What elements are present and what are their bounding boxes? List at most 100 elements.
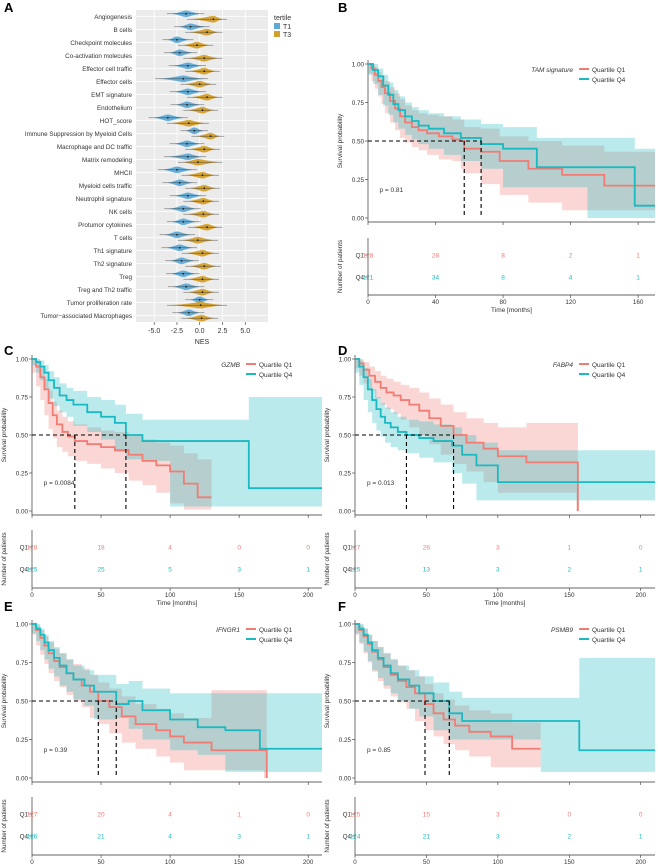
risk-count: 1 bbox=[567, 545, 571, 552]
category-label: HOT_score bbox=[100, 118, 133, 125]
y-tick-label: 0.75 bbox=[16, 660, 29, 667]
median-point-t3 bbox=[201, 252, 204, 255]
median-point-t3 bbox=[201, 109, 204, 112]
y-axis-title: Survival probability bbox=[324, 673, 331, 728]
median-point-t1 bbox=[182, 220, 185, 223]
category-label: Matrix remodeling bbox=[82, 157, 133, 164]
median-point-t3 bbox=[203, 187, 206, 190]
panel-a: A -5.0 -2.5 0.0 2.5 5.0 NES Angiogenesis B cells… bbox=[4, 0, 291, 346]
median-point-t3 bbox=[206, 226, 208, 229]
median-point-t3 bbox=[201, 278, 204, 281]
x-tick-label: 100 bbox=[493, 592, 504, 599]
median-point-t3 bbox=[203, 148, 206, 151]
x-axis-title: Time [months] bbox=[485, 600, 526, 607]
risk-count: 0 bbox=[639, 545, 643, 552]
median-point-t3 bbox=[201, 291, 204, 294]
median-point-t3 bbox=[198, 83, 201, 86]
risk-count: 20 bbox=[97, 812, 105, 819]
risk-count: 3 bbox=[237, 567, 241, 574]
y-tick-label: 0.75 bbox=[339, 660, 352, 667]
risk-count: 2 bbox=[567, 567, 571, 574]
median-point-t3 bbox=[209, 135, 212, 138]
legend-label: Quartile Q1 bbox=[259, 627, 293, 634]
risk-count: 18 bbox=[97, 545, 105, 552]
legend-key-t1 bbox=[274, 23, 280, 29]
median-point-t1 bbox=[198, 298, 201, 301]
category-label: Immune Suppression by Myeloid Cells bbox=[25, 131, 132, 138]
risk-row-label: Q4 bbox=[343, 834, 352, 841]
median-point-t1 bbox=[185, 285, 187, 288]
category-label: B cells bbox=[113, 27, 132, 34]
median-point-t1 bbox=[182, 77, 185, 80]
x-tick-label: 5.0 bbox=[240, 328, 250, 335]
category-label: Effector cell traffic bbox=[82, 66, 132, 73]
x-tick-label: 80 bbox=[500, 299, 508, 306]
gene-label: IFNGR1 bbox=[216, 627, 240, 634]
median-point-t3 bbox=[197, 239, 199, 242]
median-point-t1 bbox=[176, 38, 178, 41]
x-tick-label: -5.0 bbox=[148, 328, 160, 335]
x-tick-label: 0 bbox=[353, 592, 357, 599]
risk-row-label: Q1 bbox=[20, 812, 29, 819]
y-tick-label: 0.25 bbox=[339, 737, 352, 744]
risk-row-label: Q4 bbox=[20, 567, 29, 574]
legend-label: T3 bbox=[283, 32, 291, 39]
risk-y-axis-title: Number of patients bbox=[324, 532, 331, 585]
p-value: p = 0.81 bbox=[379, 187, 403, 194]
y-tick-label: 0.25 bbox=[339, 471, 352, 478]
panel-e: E 0.00 0.25 0.50 0.75 1.00 Survival probabilit… bbox=[1, 599, 322, 865]
legend-label: Quartile Q1 bbox=[259, 362, 293, 369]
risk-count: 1 bbox=[639, 567, 643, 574]
risk-count: 25 bbox=[97, 567, 105, 574]
x-tick-label: 200 bbox=[635, 859, 646, 865]
risk-count: 121 bbox=[363, 275, 374, 282]
x-tick-label: 0 bbox=[353, 859, 357, 865]
category-label: Co-activation molecules bbox=[65, 53, 132, 60]
p-value: p = 0.39 bbox=[44, 747, 68, 754]
x-axis-title: Time [months] bbox=[491, 307, 532, 314]
median-point-t3 bbox=[196, 44, 198, 47]
legend-key-t3 bbox=[274, 31, 280, 37]
legend-label: Quartile Q1 bbox=[592, 67, 626, 74]
x-axis-title: NES bbox=[195, 339, 210, 346]
risk-row-label: Q4 bbox=[343, 567, 352, 574]
x-tick-label: 120 bbox=[565, 299, 576, 306]
y-tick-label: 1.00 bbox=[16, 357, 29, 364]
y-tick-label: 1.00 bbox=[339, 357, 352, 364]
median-point-t1 bbox=[186, 142, 188, 145]
panel-label: B bbox=[338, 0, 347, 15]
risk-count: 1 bbox=[237, 812, 241, 819]
median-point-t3 bbox=[201, 174, 204, 177]
x-tick-label: 0 bbox=[366, 299, 370, 306]
risk-count: 21 bbox=[97, 834, 105, 841]
risk-count: 28 bbox=[432, 253, 440, 260]
y-axis-title: Survival probability bbox=[1, 673, 8, 728]
median-point-t1 bbox=[180, 259, 183, 262]
p-value: p = 0.0084 bbox=[44, 480, 75, 487]
gene-label: FABP4 bbox=[553, 362, 573, 369]
panel-b: B 0.00 0.25 0.50 0.75 1.00 Survival probabilit… bbox=[337, 0, 655, 314]
risk-count: 1 bbox=[636, 253, 640, 260]
risk-count: 13 bbox=[423, 567, 431, 574]
risk-count: 1 bbox=[639, 834, 643, 841]
risk-count: 3 bbox=[496, 812, 500, 819]
category-label: Macrophage and DC traffic bbox=[57, 144, 132, 151]
survival-curve-q4 bbox=[368, 63, 655, 207]
ci-band-q4 bbox=[368, 64, 655, 218]
median-point-t3 bbox=[203, 70, 206, 73]
risk-count: 126 bbox=[27, 834, 38, 841]
median-point-t1 bbox=[176, 233, 178, 236]
legend-label: Quartile Q1 bbox=[592, 627, 626, 634]
median-point-t3 bbox=[199, 304, 202, 307]
survival-curve-q4 bbox=[32, 358, 322, 490]
x-tick-label: 40 bbox=[432, 299, 440, 306]
survival-curve-q4 bbox=[355, 358, 655, 484]
gene-label: TAM signature bbox=[531, 67, 573, 74]
panel-label: D bbox=[338, 343, 347, 358]
y-tick-label: 1.00 bbox=[16, 622, 29, 629]
x-tick-label: 150 bbox=[564, 859, 575, 865]
y-tick-label: 0.25 bbox=[16, 737, 29, 744]
risk-count: 2 bbox=[567, 834, 571, 841]
y-tick-label: 0.00 bbox=[16, 776, 29, 783]
